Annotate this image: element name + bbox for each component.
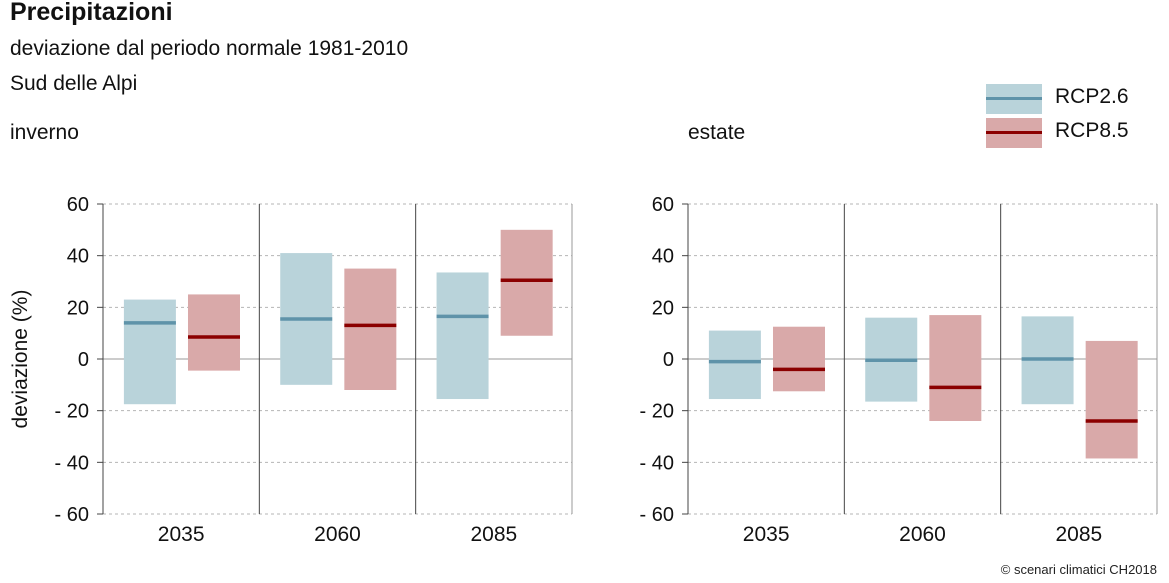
y-tick-label-summer-1: 40	[652, 246, 674, 268]
y-tick-label-summer-0: 60	[652, 194, 674, 216]
legend-item-rcp26: RCP2.6	[986, 84, 1129, 114]
range-bar-winter-2060-rcp85	[344, 268, 397, 390]
panel-label-winter: inverno	[10, 121, 79, 144]
range-bar-winter-2085-rcp85	[500, 229, 553, 336]
panel-label-summer: estate	[688, 121, 746, 144]
chart-title: Precipitazioni	[10, 0, 173, 26]
y-tick-label-summer-4: - 20	[640, 401, 674, 423]
range-bar-summer-2060-rcp85	[929, 315, 982, 421]
y-tick-label-winter-5: - 40	[55, 452, 89, 474]
y-tick-label-winter-4: - 20	[55, 401, 89, 423]
region-label: Sud delle Alpi	[10, 72, 138, 95]
copyright-credit: © scenari climatici CH2018	[1000, 562, 1157, 577]
y-tick-label-summer-3: 0	[663, 349, 674, 371]
x-tick-label-winter-2060: 2060	[314, 523, 361, 546]
range-bar-summer-2035-rcp26	[708, 330, 761, 400]
y-tick-label-summer-6: - 60	[640, 504, 674, 526]
y-tick-label-winter-1: 40	[67, 246, 89, 268]
y-tick-label-winter-0: 60	[67, 194, 89, 216]
x-tick-label-summer-2035: 2035	[743, 523, 790, 546]
legend-line-rcp26	[986, 97, 1042, 100]
y-tick-label-summer-5: - 40	[640, 452, 674, 474]
y-tick-label-winter-6: - 60	[55, 504, 89, 526]
x-tick-label-winter-2035: 2035	[158, 523, 205, 546]
x-tick-label-summer-2085: 2085	[1055, 523, 1102, 546]
range-bar-winter-2085-rcp26	[436, 272, 489, 400]
legend-label-rcp85: RCP8.5	[1055, 119, 1129, 142]
legend-item-rcp85: RCP8.5	[986, 118, 1129, 148]
y-axis-title-winter: deviazione (%)	[9, 290, 32, 429]
legend-line-rcp85	[986, 131, 1042, 134]
x-tick-label-summer-2060: 2060	[899, 523, 946, 546]
y-tick-label-winter-3: 0	[78, 349, 89, 371]
range-bar-winter-2035-rcp26	[123, 299, 176, 405]
y-tick-label-winter-2: 20	[67, 297, 89, 319]
range-bar-summer-2035-rcp85	[772, 326, 825, 392]
chart-subtitle: deviazione dal periodo normale 1981-2010	[10, 37, 409, 60]
range-bar-summer-2085-rcp85	[1085, 340, 1138, 459]
range-bar-winter-2035-rcp85	[187, 294, 240, 371]
y-tick-label-summer-2: 20	[652, 297, 674, 319]
x-tick-label-winter-2085: 2085	[470, 523, 517, 546]
legend-label-rcp26: RCP2.6	[1055, 85, 1129, 108]
